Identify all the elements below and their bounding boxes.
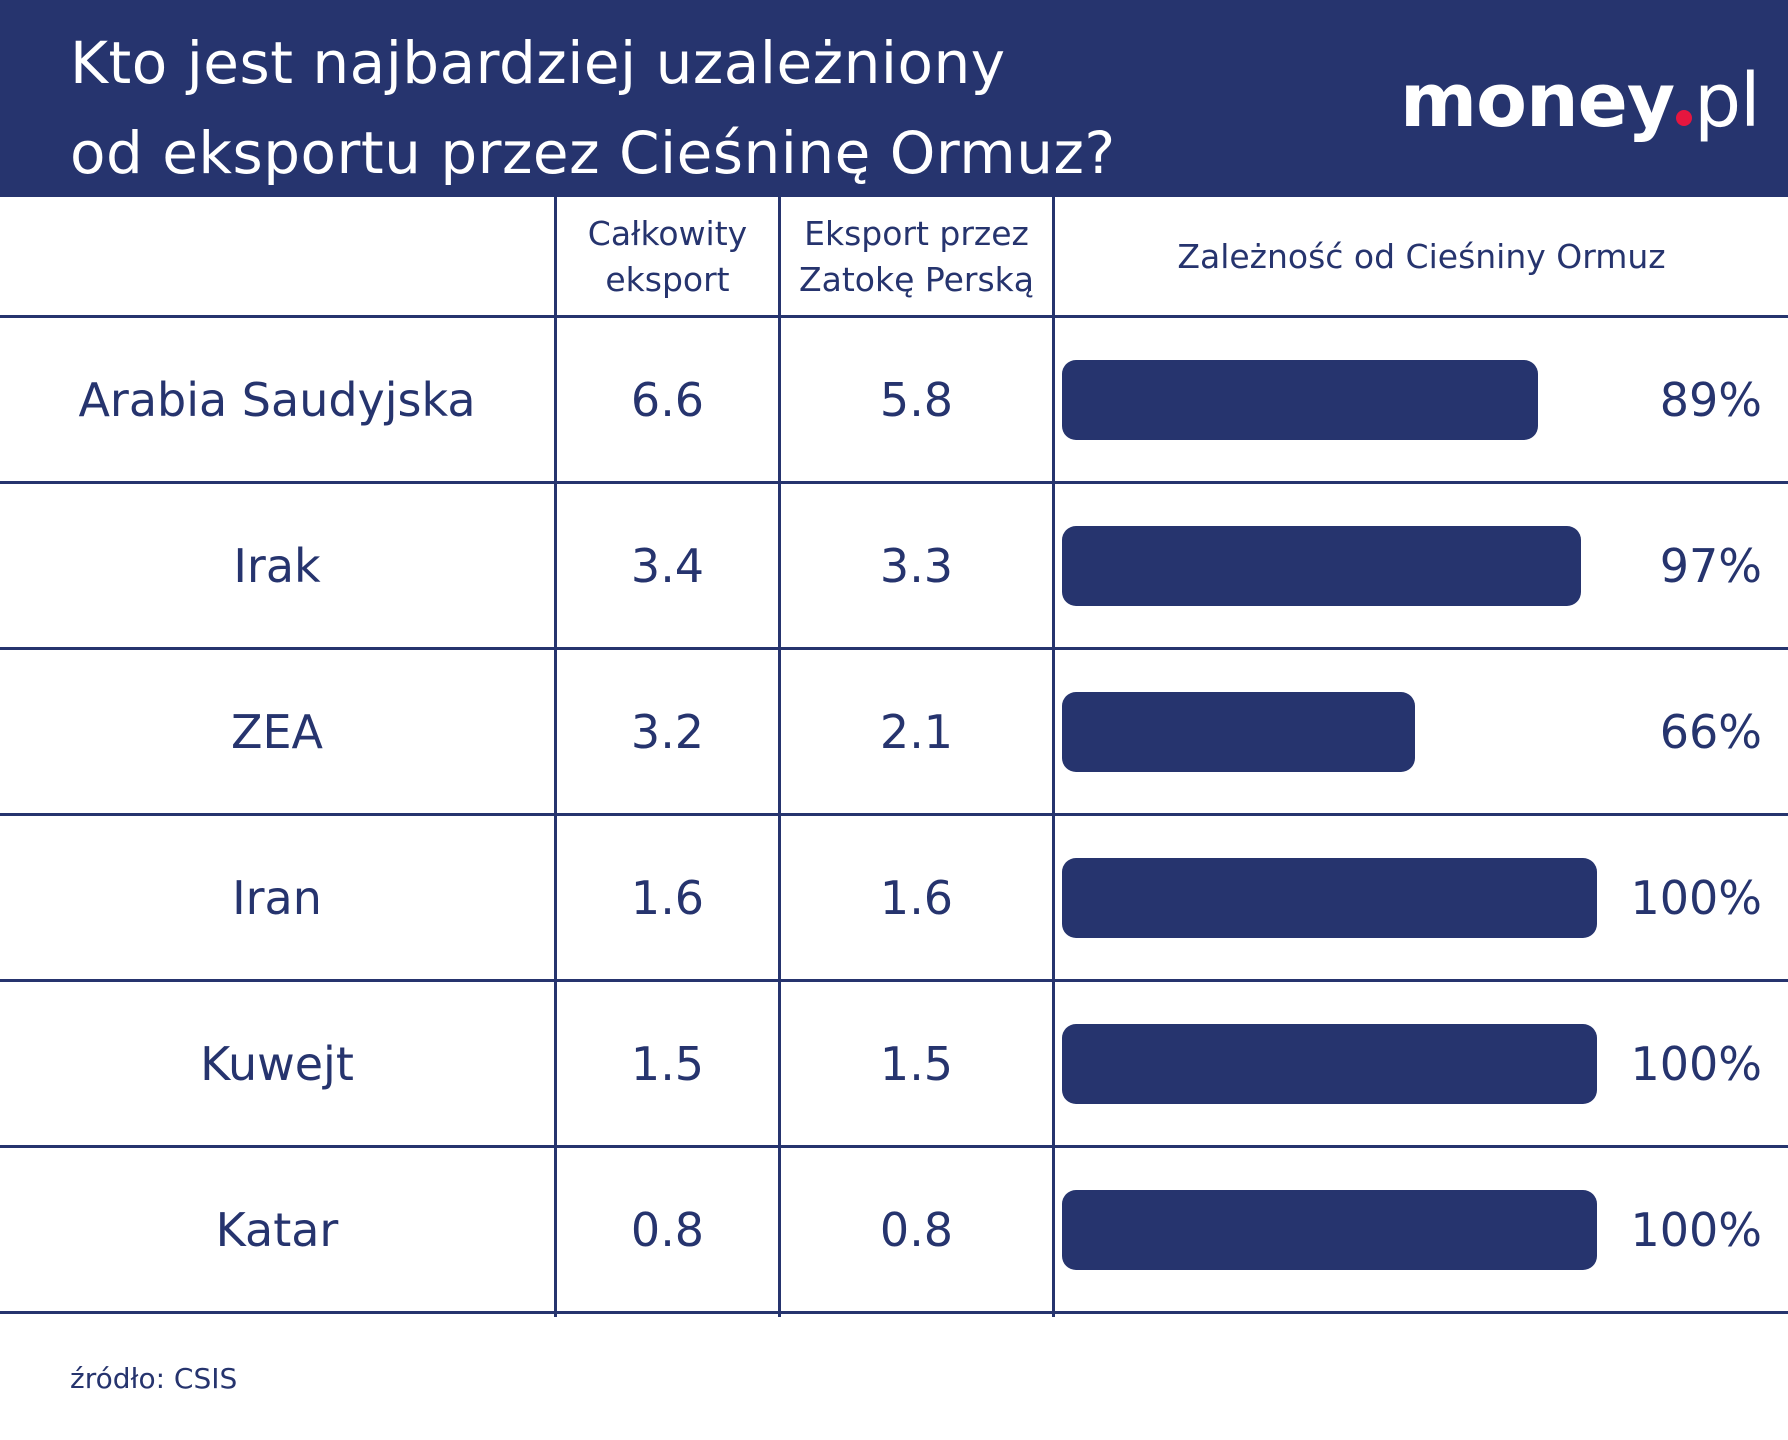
dependency-bar bbox=[1062, 858, 1597, 938]
column-divider bbox=[1052, 197, 1055, 1317]
title-line-2: od eksportu przez Cieśninę Ormuz? bbox=[70, 119, 1116, 187]
header-text: Zatokę Perską bbox=[799, 260, 1034, 299]
logo-dot bbox=[1676, 110, 1693, 126]
column-divider bbox=[778, 197, 781, 1317]
header-total-export: Całkowity eksport bbox=[557, 197, 778, 317]
gulf-export-value: 1.5 bbox=[879, 1037, 954, 1091]
title-line-1: Kto jest najbardziej uzależniony bbox=[70, 29, 1006, 97]
header-dependency: Zależność od Cieśniny Ormuz bbox=[1055, 197, 1788, 317]
money-pl-logo: money pl bbox=[1400, 58, 1761, 144]
gulf-export-value: 3.3 bbox=[879, 539, 954, 593]
dependency-label: 100% bbox=[1630, 871, 1762, 925]
dependency-label: 89% bbox=[1659, 373, 1762, 427]
country-label: Irak bbox=[233, 539, 321, 593]
dependency-bar bbox=[1062, 1024, 1597, 1104]
logo-suffix: pl bbox=[1694, 58, 1761, 144]
row-divider bbox=[0, 1311, 1788, 1314]
dependency-label: 100% bbox=[1630, 1203, 1762, 1257]
dependency-bar bbox=[1062, 692, 1416, 772]
country-label: Katar bbox=[215, 1203, 339, 1257]
country-label: Arabia Saudyjska bbox=[78, 373, 476, 427]
total-export-value: 0.8 bbox=[630, 1203, 705, 1257]
source-note: źródło: CSIS bbox=[70, 1362, 238, 1395]
header-text: Całkowity bbox=[587, 214, 748, 253]
gulf-export-value: 0.8 bbox=[879, 1203, 954, 1257]
row-divider bbox=[0, 813, 1788, 816]
dependency-label: 97% bbox=[1659, 539, 1762, 593]
header-text: Eksport przez bbox=[804, 214, 1029, 253]
row-divider bbox=[0, 315, 1788, 318]
total-export-value: 6.6 bbox=[630, 373, 705, 427]
row-divider bbox=[0, 481, 1788, 484]
total-export-value: 3.2 bbox=[630, 705, 705, 759]
row-divider bbox=[0, 1145, 1788, 1148]
dependency-bar bbox=[1062, 360, 1539, 440]
header-text: eksport bbox=[605, 260, 730, 299]
row-divider bbox=[0, 647, 1788, 650]
gulf-export-value: 5.8 bbox=[879, 373, 954, 427]
dependency-label: 100% bbox=[1630, 1037, 1762, 1091]
logo-main: money bbox=[1400, 58, 1675, 144]
dependency-bar bbox=[1062, 1190, 1597, 1270]
country-label: ZEA bbox=[230, 705, 324, 759]
dependency-bar bbox=[1062, 526, 1581, 606]
header-gulf-export: Eksport przez Zatokę Perską bbox=[781, 197, 1052, 317]
header-banner: Kto jest najbardziej uzależniony od eksp… bbox=[0, 0, 1788, 197]
dependency-label: 66% bbox=[1659, 705, 1762, 759]
total-export-value: 1.6 bbox=[630, 871, 705, 925]
gulf-export-value: 2.1 bbox=[879, 705, 954, 759]
header-text: Zależność od Cieśniny Ormuz bbox=[1177, 237, 1666, 276]
gulf-export-value: 1.6 bbox=[879, 871, 954, 925]
total-export-value: 1.5 bbox=[630, 1037, 705, 1091]
row-divider bbox=[0, 979, 1788, 982]
chart-title: Kto jest najbardziej uzależniony od eksp… bbox=[70, 18, 1116, 198]
country-label: Kuwejt bbox=[200, 1037, 354, 1091]
column-divider bbox=[554, 197, 557, 1317]
country-label: Iran bbox=[232, 871, 322, 925]
total-export-value: 3.4 bbox=[630, 539, 705, 593]
